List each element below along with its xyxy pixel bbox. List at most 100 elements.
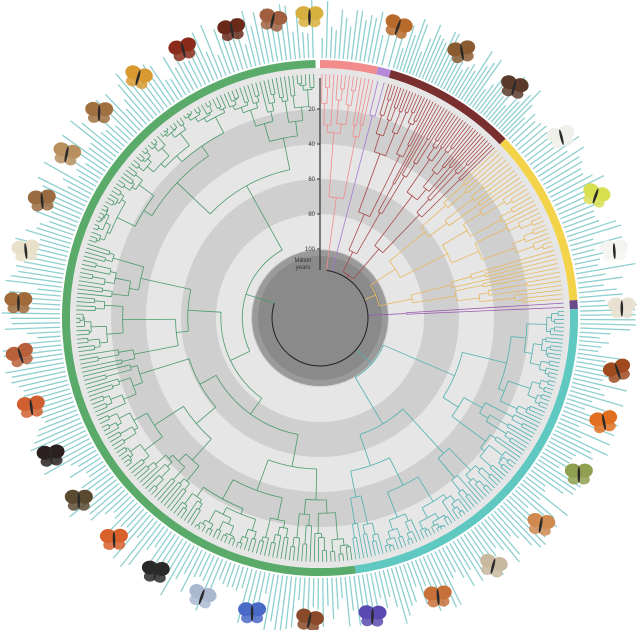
butterfly-wing: [28, 395, 45, 410]
tree-branch: [243, 86, 250, 102]
tree-branch: [121, 199, 126, 203]
tree-branch: [131, 186, 136, 190]
tree-branch: [251, 83, 256, 97]
tree-branch: [108, 422, 117, 427]
tree-branch: [107, 415, 110, 420]
tree-branch: [183, 115, 186, 119]
tip-label: [70, 449, 97, 466]
butterfly-image: [423, 585, 452, 608]
tree-branch: [131, 426, 137, 434]
butterfly-image: [11, 239, 40, 262]
tip-label: [226, 563, 236, 587]
tip-label: [326, 577, 329, 607]
tree-branch: [215, 116, 225, 134]
tree-branch: [238, 541, 243, 544]
tree-branch: [387, 491, 398, 518]
tip-label: [295, 10, 301, 59]
tip-label: [573, 373, 603, 382]
tree-branch: [413, 96, 423, 114]
tree-branch: [420, 227, 429, 238]
butterfly-wing: [189, 594, 202, 606]
tree-branch: [540, 360, 550, 364]
tree-branch: [239, 543, 243, 549]
tree-branch: [379, 114, 384, 117]
tip-label: [454, 63, 476, 97]
tree-branch: [479, 456, 492, 467]
tree-branch: [192, 438, 212, 461]
tip-label: [540, 156, 580, 182]
tree-branch: [543, 245, 554, 250]
tip-label: [579, 335, 600, 339]
tree-branch: [511, 437, 527, 448]
tree-branch: [463, 212, 482, 225]
tree-branch: [507, 380, 531, 389]
tree-branch: [513, 295, 516, 301]
tree-branch: [407, 539, 410, 546]
tip-label: [542, 160, 583, 186]
tree-branch: [358, 124, 362, 138]
tree-branch: [165, 454, 173, 463]
tip-label: [270, 574, 279, 622]
tree-branch: [186, 113, 189, 116]
tree-branch: [412, 120, 416, 126]
tip-label: [355, 10, 364, 61]
tree-branch: [458, 144, 493, 179]
tree-branch: [142, 463, 166, 486]
tree-branch: [537, 394, 542, 397]
tree-branch: [225, 533, 227, 536]
tree-branch: [88, 387, 114, 397]
tree-branch: [406, 302, 564, 314]
tree-branch: [198, 112, 201, 115]
tree-branch: [443, 183, 465, 204]
tip-label: [477, 77, 505, 112]
butterfly-wing: [260, 19, 273, 30]
butterfly-wing: [608, 372, 621, 383]
tree-branch: [342, 271, 354, 280]
butterfly-wing: [589, 412, 606, 427]
tree-branch: [391, 111, 401, 133]
tree-branch: [256, 459, 269, 491]
tree-branch: [162, 132, 169, 137]
tree-branch: [96, 240, 99, 242]
tip-label: [125, 108, 144, 128]
tree-branch: [76, 337, 88, 340]
butterfly-body: [460, 44, 464, 61]
tree-branch: [199, 499, 202, 503]
tip-label: [353, 575, 362, 626]
tree-branch: [224, 536, 228, 543]
tip-label: [235, 566, 245, 592]
tree-branch: [117, 422, 122, 426]
tree-branch: [190, 110, 193, 114]
tip-label: [346, 26, 352, 60]
tree-branch: [470, 249, 555, 275]
tip-label: [505, 117, 526, 137]
tip-label: [367, 17, 378, 63]
tree-branch: [548, 364, 560, 368]
tree-branch: [163, 130, 166, 133]
tree-branch: [105, 213, 110, 216]
tree-branch: [99, 341, 108, 344]
tree-branch: [352, 135, 359, 138]
tip-label: [451, 66, 470, 95]
tree-branch: [163, 484, 182, 506]
butterfly-image: [527, 512, 556, 536]
tip-label: [26, 331, 61, 335]
butterfly-wing: [371, 616, 384, 627]
tree-branch: [132, 182, 135, 185]
tip-label: [529, 146, 555, 166]
tree-branch: [133, 427, 139, 431]
tree-branch: [465, 496, 475, 508]
tree-branch: [94, 223, 100, 227]
tip-label: [18, 270, 64, 279]
tree-branch: [379, 83, 390, 115]
tree-branch: [389, 457, 404, 486]
butterfly-body: [511, 79, 517, 96]
tip-label: [381, 31, 391, 66]
tree-branch: [355, 537, 361, 559]
tip-label: [90, 489, 126, 521]
tip-label: [88, 464, 107, 478]
butterfly-image: [53, 142, 82, 166]
tree-branch: [429, 172, 457, 201]
tip-label: [480, 521, 505, 551]
tree-branch: [385, 539, 389, 546]
